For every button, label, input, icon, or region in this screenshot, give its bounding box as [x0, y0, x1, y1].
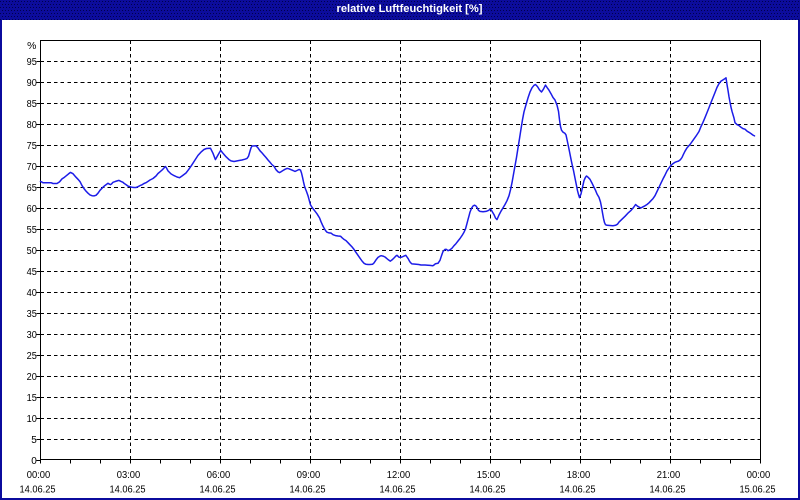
svg-text:14.06.25: 14.06.25 [470, 485, 506, 496]
svg-text:55: 55 [27, 225, 38, 236]
svg-text:95: 95 [27, 57, 38, 68]
svg-text:20: 20 [27, 372, 38, 383]
svg-text:15.06.25: 15.06.25 [740, 485, 776, 496]
svg-text:12:00: 12:00 [387, 470, 411, 481]
svg-text:10: 10 [27, 414, 38, 425]
svg-text:5: 5 [31, 435, 37, 446]
svg-text:14.06.25: 14.06.25 [200, 485, 236, 496]
svg-text:21:00: 21:00 [657, 470, 681, 481]
svg-text:50: 50 [27, 246, 38, 257]
svg-text:75: 75 [27, 141, 38, 152]
svg-text:14.06.25: 14.06.25 [380, 485, 416, 496]
svg-text:00:00: 00:00 [747, 470, 771, 481]
svg-text:relative Luftfeuchtigkeit [%]: relative Luftfeuchtigkeit [%] [337, 3, 483, 15]
svg-text:14.06.25: 14.06.25 [20, 485, 56, 496]
svg-text:14.06.25: 14.06.25 [110, 485, 146, 496]
svg-text:40: 40 [27, 288, 38, 299]
svg-text:45: 45 [27, 267, 38, 278]
svg-text:06:00: 06:00 [207, 470, 231, 481]
svg-text:14.06.25: 14.06.25 [650, 485, 686, 496]
svg-text:15:00: 15:00 [477, 470, 501, 481]
svg-text:15: 15 [27, 393, 38, 404]
svg-text:14.06.25: 14.06.25 [290, 485, 326, 496]
svg-text:03:00: 03:00 [117, 470, 141, 481]
svg-text:85: 85 [27, 99, 38, 110]
svg-text:00:00: 00:00 [27, 470, 51, 481]
svg-text:09:00: 09:00 [297, 470, 321, 481]
svg-text:0: 0 [31, 456, 37, 467]
svg-text:90: 90 [27, 78, 38, 89]
svg-text:30: 30 [27, 330, 38, 341]
svg-text:18:00: 18:00 [567, 470, 591, 481]
svg-text:35: 35 [27, 309, 38, 320]
svg-text:14.06.25: 14.06.25 [560, 485, 596, 496]
svg-text:60: 60 [27, 204, 38, 215]
svg-text:%: % [27, 41, 36, 52]
svg-text:65: 65 [27, 183, 38, 194]
svg-text:25: 25 [27, 351, 38, 362]
svg-text:80: 80 [27, 120, 38, 131]
svg-text:70: 70 [27, 162, 38, 173]
